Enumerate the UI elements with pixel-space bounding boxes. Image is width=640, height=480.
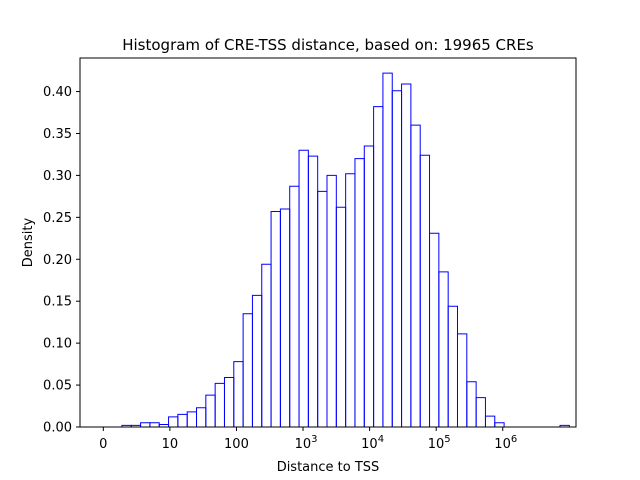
chart-title: Histogram of CRE-TSS distance, based on:… (122, 36, 534, 54)
y-tick-label: 0.10 (43, 337, 72, 352)
y-tick-label: 0.30 (43, 169, 72, 184)
x-axis-label: Distance to TSS (277, 460, 380, 475)
y-tick-label: 0.40 (43, 85, 72, 100)
x-tick-label: 10 (162, 437, 179, 452)
x-tick-label: 100 (224, 437, 249, 452)
histogram-bars (103, 72, 570, 428)
y-axis-label: Density (21, 217, 36, 267)
x-tick-label: 106 (494, 434, 517, 452)
y-tick-label: 0.25 (43, 211, 72, 226)
y-tick-label: 0.15 (43, 295, 72, 310)
y-tick-label: 0.05 (43, 379, 72, 394)
y-axis-ticks: 0.00 0.05 0.10 0.15 0.20 0.25 0.30 0.35 0.40 (43, 85, 80, 436)
histogram-bar (559, 424, 570, 427)
y-tick-label: 0.35 (43, 127, 72, 142)
histogram-bar (494, 422, 505, 427)
histogram-bar (456, 333, 468, 427)
plot-frame (79, 57, 577, 428)
y-tick-label: 0.20 (43, 253, 72, 268)
x-tick-label: 105 (428, 434, 451, 452)
x-axis-ticks: 0 10 100 103 104 105 106 (99, 427, 517, 452)
x-tick-label: 0 (99, 437, 107, 452)
x-tick-label: 103 (295, 434, 318, 452)
histogram-bar (475, 397, 486, 427)
histogram-bar (484, 415, 496, 427)
x-tick-label: 104 (361, 434, 384, 452)
y-tick-label: 0.00 (43, 421, 72, 436)
